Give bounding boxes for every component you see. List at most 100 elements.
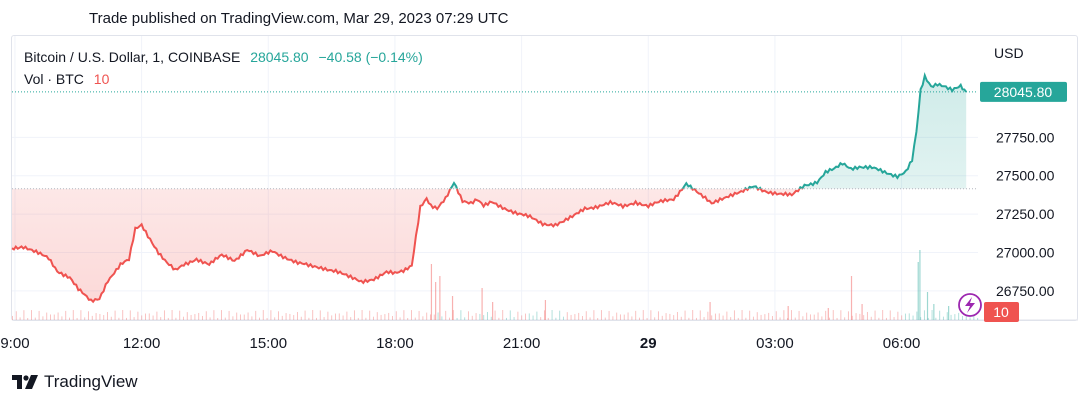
volume-bar [574,314,576,320]
volume-bar [954,314,956,320]
volume-bar [870,316,872,320]
volume-bar [866,311,868,320]
last-price-badge [980,81,1067,102]
volume-bar [323,317,325,320]
volume-bar [692,310,694,320]
volume-bar [942,316,944,320]
volume-bar [439,276,441,320]
volume-bar [300,316,302,320]
y-tick-label: 27250.00 [996,206,1055,222]
x-tick-label: 21:00 [503,335,541,352]
volume-bar [612,316,614,320]
volume-bar [422,316,424,320]
volume-bar [213,310,215,320]
volume-bar [646,317,648,320]
volume-bar [703,317,705,320]
volume-bar [494,310,496,320]
volume-bar [99,313,101,320]
volume-bar [312,310,314,320]
volume-bar [513,317,515,320]
volume-bar [19,317,21,320]
volume-bar [331,315,333,320]
volume-bar [855,313,857,320]
volume-bar [357,317,359,320]
volume-bar [190,314,192,320]
volume-bar [502,310,504,320]
volume-bar [334,313,336,320]
volume-bar [471,315,473,320]
volume-bar [642,310,644,320]
price-line-below-baseline[interactable] [11,75,966,304]
volume-bar [768,312,770,320]
volume-bar [714,313,716,320]
volume-bar [410,310,412,320]
volume-bar [749,310,751,320]
volume-bar [923,310,925,320]
last-price-value: 28045.80 [250,49,309,65]
volume-bar [262,310,264,320]
volume-bar [361,310,363,320]
volume-bar [319,310,321,320]
volume-bar [850,276,853,320]
volume-bar [274,317,276,320]
volume-bar [479,313,481,320]
volume-bar [851,315,853,320]
volume-badge-label: 10 [993,304,1009,320]
volume-bar [418,310,420,320]
tradingview-brand[interactable]: TradingView [12,372,138,392]
volume-bar [623,314,625,320]
volume-bar [619,314,621,320]
volume-bar [72,310,74,320]
volume-bar [435,282,437,320]
volume-bar [756,312,758,320]
volume-bar [30,310,32,320]
volume-bar [114,310,116,320]
volume-bar [775,311,777,320]
volume-bar [593,310,595,320]
y-tick-label: 27750.00 [996,129,1055,145]
volume-bar [745,317,747,320]
volume-bar [718,313,720,320]
volume-bar [798,310,800,320]
volume-bar [205,311,207,320]
volume-bar [840,310,842,320]
volume-bar [635,310,637,320]
symbol-legend-row: Bitcoin / U.S. Dollar, 1, COINBASE 28045… [24,46,423,68]
tradingview-logo-icon [12,375,38,389]
volume-bar [467,311,469,320]
volume-bar [532,315,534,320]
volume-bar [167,317,169,320]
volume-bar [293,315,295,320]
area-fill-above-baseline [450,75,967,189]
volume-bar [707,311,709,320]
volume-bar [255,310,257,320]
volume-bar [342,315,344,320]
volume-bar [217,317,219,320]
volume-bar [285,313,287,320]
volume-bar [388,312,390,320]
volume-bar [53,314,55,320]
last-price-badge-label: 28045.80 [994,84,1053,100]
volume-bar [437,312,439,320]
volume-bar [699,310,701,320]
volume-bar [430,264,433,320]
volume-bar [597,317,599,320]
volume-bar [521,315,523,320]
volume-bar [15,311,17,320]
volume-bar [38,310,40,320]
volume-bar [917,262,919,320]
volume-bar [281,315,283,320]
volume-bar [680,316,682,320]
volume-bar [893,317,895,320]
volume-bar [828,317,830,320]
price-line-above-baseline[interactable] [12,71,967,301]
volume-bar [813,314,815,320]
volume-bar [80,310,82,320]
volume-bar [559,310,561,320]
volume-bar [711,315,713,320]
volume-bar [730,317,732,320]
volume-bar [243,314,245,320]
volume-bar [232,316,234,320]
volume-bar [372,316,374,320]
